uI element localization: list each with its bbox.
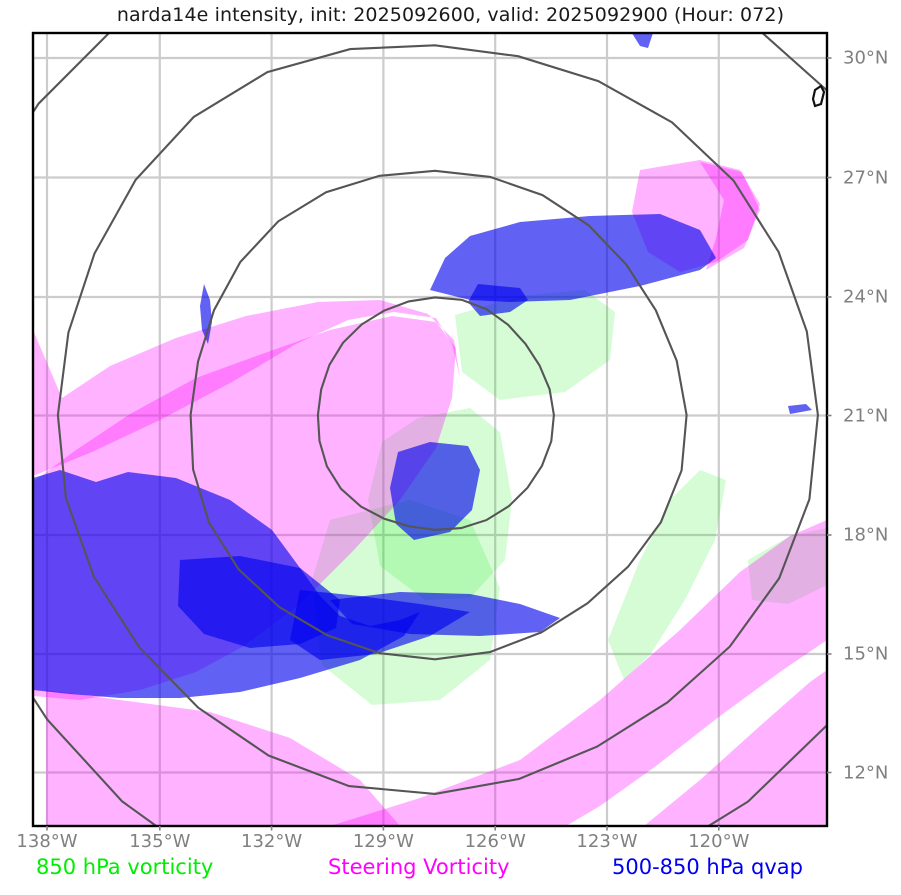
contour-patch-1-5 [330,520,827,826]
contour-patch-2-8 [330,592,560,636]
y-axis-tick-label-6: 12°N [843,762,889,783]
range-ring-2 [56,44,819,795]
range-ring-0 [316,296,555,531]
y-axis-tick-label-1: 27°N [843,167,889,188]
y-axis-tick-label-0: 30°N [843,47,889,69]
x-axis-tick-label-1: 135°W [129,831,191,852]
legend-label-0: 850 hPa vorticity [36,855,214,879]
contour-patch-1-1 [33,300,460,476]
gridlines [33,33,827,826]
y-axis-tick-label-4: 18°N [843,524,889,546]
x-axis-tick-label-4: 126°W [464,831,526,852]
contour-patch-1-6 [644,670,827,826]
y-axis-tick-label-5: 15°N [843,643,889,665]
range-ring-1 [189,169,688,661]
contour-series-2 [33,33,812,698]
contour-patch-1-3 [700,162,760,270]
contour-series-group [33,33,827,826]
x-axis-tick-label-3: 129°W [352,831,414,852]
contour-patch-0-3 [608,470,726,680]
legend-label-1: Steering Vorticity [328,855,510,879]
contour-patch-2-3 [390,442,480,540]
contour-patch-2-0 [430,214,716,302]
legend-label-2: 500-850 hPa qvap [612,855,803,879]
y-axis-tick-label-3: 21°N [843,405,889,426]
y-axis-tick-label-2: 24°N [843,286,889,308]
contour-sliver [811,84,826,108]
x-axis-tick-label-2: 132°W [241,831,303,852]
x-axis-tick-label-0: 138°W [16,831,78,852]
contour-patch-0-4 [748,528,827,604]
axis-frame [31,31,829,828]
axis-ticks [46,57,832,831]
x-axis-tick-label-6: 120°W [688,831,750,852]
contour-patch-0-0 [455,290,615,400]
contour-patch-2-9 [788,404,812,414]
contour-patch-2-2 [631,33,653,48]
page-title: narda14e intensity, init: 2025092600, va… [116,4,785,26]
contour-patch-1-4 [46,690,400,826]
x-axis-tick-label-5: 123°W [576,831,638,852]
